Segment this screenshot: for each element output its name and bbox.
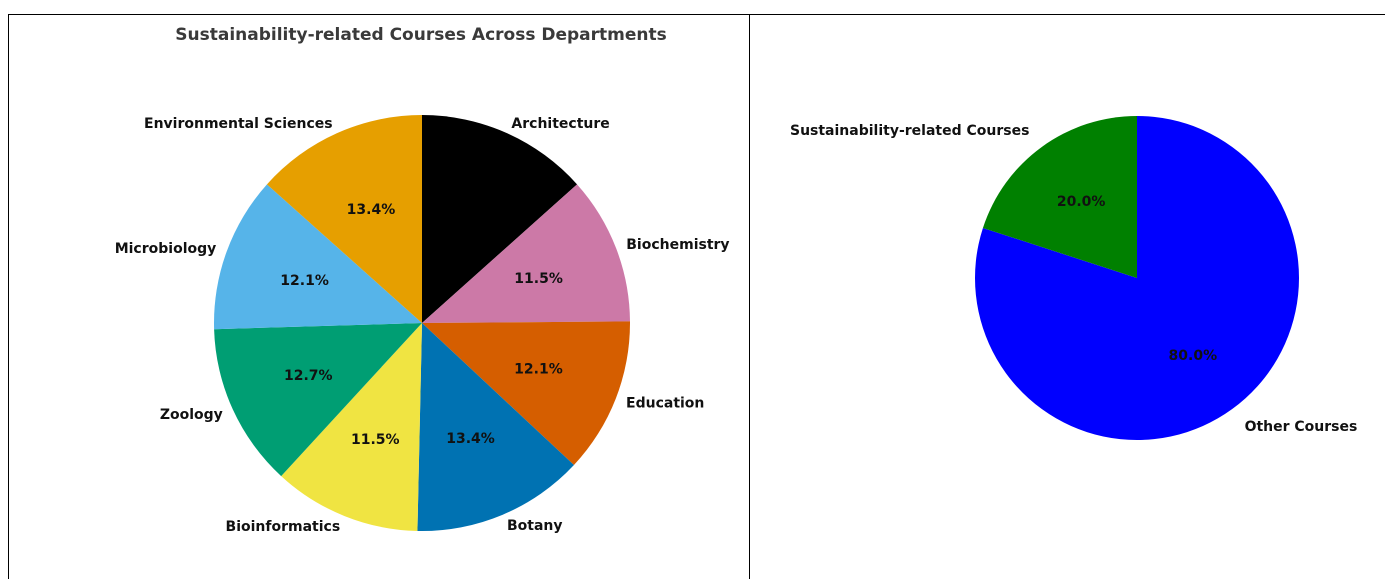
pie-slice-environmental-sciences bbox=[266, 115, 422, 323]
left-pie-chart: Architecture Biochemistry 11.5% Education 12… bbox=[115, 115, 730, 535]
percent-label-botany: 13.4% bbox=[446, 431, 495, 447]
slice-label-other-courses: Other Courses bbox=[1245, 419, 1358, 435]
pie-slice-education bbox=[422, 321, 630, 466]
slice-label-architecture: Architecture bbox=[511, 116, 609, 132]
right-pie-chart: Other Courses 80.0% Sustainability-related… bbox=[790, 116, 1357, 440]
slice-label-biochemistry: Biochemistry bbox=[626, 237, 729, 253]
pie-slice-microbiology bbox=[213, 184, 422, 330]
pie-slice-biochemistry bbox=[422, 184, 630, 323]
pie-slice-sustainability-related-courses bbox=[982, 116, 1137, 278]
percent-label-sustainability-related-courses: 20.0% bbox=[1057, 194, 1106, 210]
percent-label-zoology: 12.7% bbox=[284, 368, 333, 384]
pie-slice-botany bbox=[417, 323, 574, 532]
slice-label-botany: Botany bbox=[507, 518, 563, 534]
pie-slice-bioinformatics bbox=[281, 323, 422, 531]
slice-label-sustainability-related-courses: Sustainability-related Courses bbox=[790, 123, 1029, 139]
pie-slice-architecture bbox=[422, 115, 578, 323]
slice-label-education: Education bbox=[626, 396, 704, 412]
slice-label-environmental-sciences: Environmental Sciences bbox=[144, 116, 333, 132]
frame-left-border bbox=[8, 14, 9, 579]
percent-label-environmental-sciences: 13.4% bbox=[347, 202, 396, 218]
percent-label-education: 12.1% bbox=[514, 361, 563, 377]
slice-label-microbiology: Microbiology bbox=[115, 241, 217, 257]
percent-label-biochemistry: 11.5% bbox=[514, 271, 563, 287]
slice-label-zoology: Zoology bbox=[160, 407, 223, 423]
percent-label-microbiology: 12.1% bbox=[280, 273, 329, 289]
percent-label-other-courses: 80.0% bbox=[1169, 348, 1218, 364]
left-chart-title: Sustainability-related Courses Across De… bbox=[175, 25, 667, 45]
panel-divider bbox=[749, 14, 750, 579]
frame-top-border bbox=[8, 14, 1385, 15]
slice-label-bioinformatics: Bioinformatics bbox=[226, 519, 341, 535]
pie-slice-zoology bbox=[214, 323, 422, 477]
percent-label-bioinformatics: 11.5% bbox=[351, 432, 400, 448]
